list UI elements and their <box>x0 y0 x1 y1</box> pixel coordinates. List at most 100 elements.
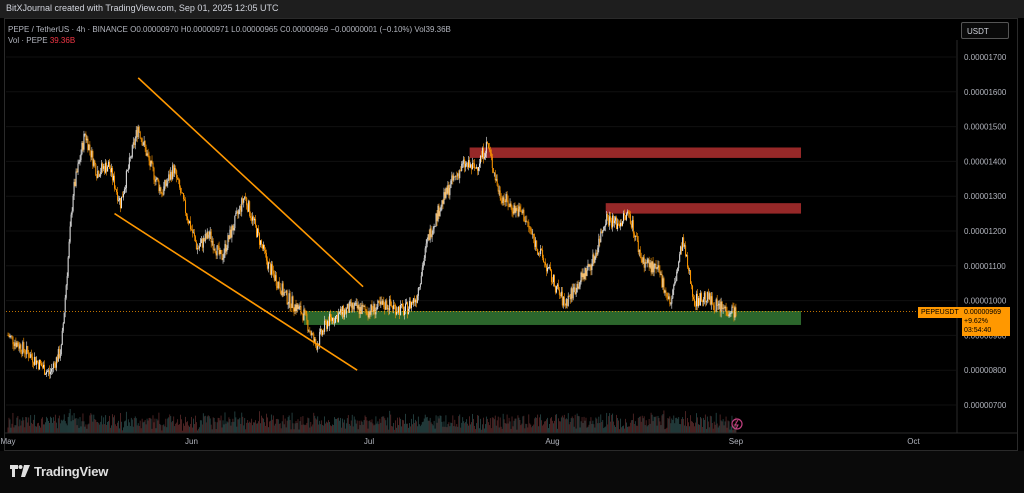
candle <box>141 138 143 146</box>
volume-bar <box>581 417 583 433</box>
volume-bar <box>264 422 265 433</box>
chart-header: BitXJournal created with TradingView.com… <box>0 0 1024 18</box>
candle <box>338 312 340 314</box>
candle <box>402 303 404 307</box>
candle <box>25 353 27 355</box>
volume-bar <box>32 424 34 433</box>
candle <box>671 298 673 304</box>
volume-bar <box>522 416 524 433</box>
candle <box>571 288 573 299</box>
candle <box>197 248 199 249</box>
volume-bar <box>66 425 68 433</box>
candle <box>359 307 361 314</box>
candle <box>364 306 366 310</box>
candle <box>449 188 451 196</box>
candle <box>460 170 462 171</box>
volume-bar <box>700 418 702 433</box>
volume-bar <box>641 415 643 433</box>
volume-bar <box>75 417 77 433</box>
candle <box>595 252 597 257</box>
volume-bar <box>53 420 55 433</box>
volume-bar <box>123 427 124 433</box>
candle <box>629 214 631 224</box>
volume-bar <box>325 423 327 433</box>
volume-bar <box>287 417 289 433</box>
volume-bar <box>388 429 390 433</box>
candle <box>562 296 564 306</box>
candle <box>580 272 582 283</box>
candle <box>692 285 694 297</box>
candle <box>610 216 612 221</box>
candle <box>701 301 703 303</box>
candle <box>188 221 190 224</box>
currency-button[interactable]: USDT <box>961 22 1009 39</box>
candle <box>627 211 629 213</box>
volume-bar <box>140 428 142 433</box>
volume-bar <box>243 425 245 433</box>
volume-bar <box>22 417 24 433</box>
volume-bar <box>694 426 695 433</box>
chart-header-title: BitXJournal created with TradingView.com… <box>6 3 279 13</box>
candle <box>286 290 288 305</box>
footer-bar <box>0 451 1024 493</box>
candle <box>410 302 412 309</box>
candle <box>558 289 560 295</box>
volume-bar <box>693 423 694 433</box>
candle <box>651 261 653 273</box>
chart-panel[interactable] <box>4 18 1018 451</box>
candle <box>260 240 262 245</box>
volume-bar <box>340 427 342 433</box>
volume-bar <box>85 424 87 433</box>
candle <box>548 267 550 268</box>
volume-bar <box>357 429 359 433</box>
candle <box>384 307 386 310</box>
candle <box>606 214 608 224</box>
volume-bar <box>418 424 420 433</box>
candle <box>370 304 372 315</box>
volume-bar <box>31 422 33 433</box>
candle <box>51 368 53 370</box>
candle <box>404 303 406 312</box>
volume-bar <box>363 420 365 433</box>
candle <box>458 173 460 179</box>
volume-bar <box>685 411 687 433</box>
candle <box>375 310 377 315</box>
resistance-upper-zone <box>469 147 802 158</box>
candle <box>291 296 293 308</box>
volume-bar <box>345 423 347 433</box>
volume-bar <box>196 430 198 433</box>
volume-bar <box>143 421 145 433</box>
candle <box>89 144 91 151</box>
candle <box>40 359 42 364</box>
volume-bar <box>577 415 579 433</box>
channel-upper-line <box>137 77 364 288</box>
volume-bar <box>236 426 238 433</box>
volume-bar <box>720 420 722 433</box>
candle <box>224 244 226 254</box>
candle <box>464 159 466 168</box>
candle <box>266 260 268 269</box>
candle <box>623 213 625 216</box>
volume-bar <box>347 415 349 433</box>
candle <box>722 307 724 309</box>
candle <box>357 305 359 309</box>
candle <box>194 236 196 242</box>
candle <box>686 255 688 256</box>
tradingview-logo[interactable]: TradingView <box>10 464 108 479</box>
candle <box>179 179 181 188</box>
candle <box>91 151 93 158</box>
candle <box>112 167 114 181</box>
volume-bar <box>459 414 461 433</box>
candle <box>487 143 489 149</box>
candle <box>113 175 115 181</box>
volume-bar <box>553 423 554 433</box>
candle <box>315 338 317 346</box>
candle <box>88 144 90 151</box>
x-tick-label: Sep <box>729 437 744 446</box>
candle <box>92 151 94 166</box>
volume-bar <box>544 421 545 433</box>
candle <box>60 344 62 355</box>
volume-bar <box>478 415 479 433</box>
candle <box>479 155 481 164</box>
